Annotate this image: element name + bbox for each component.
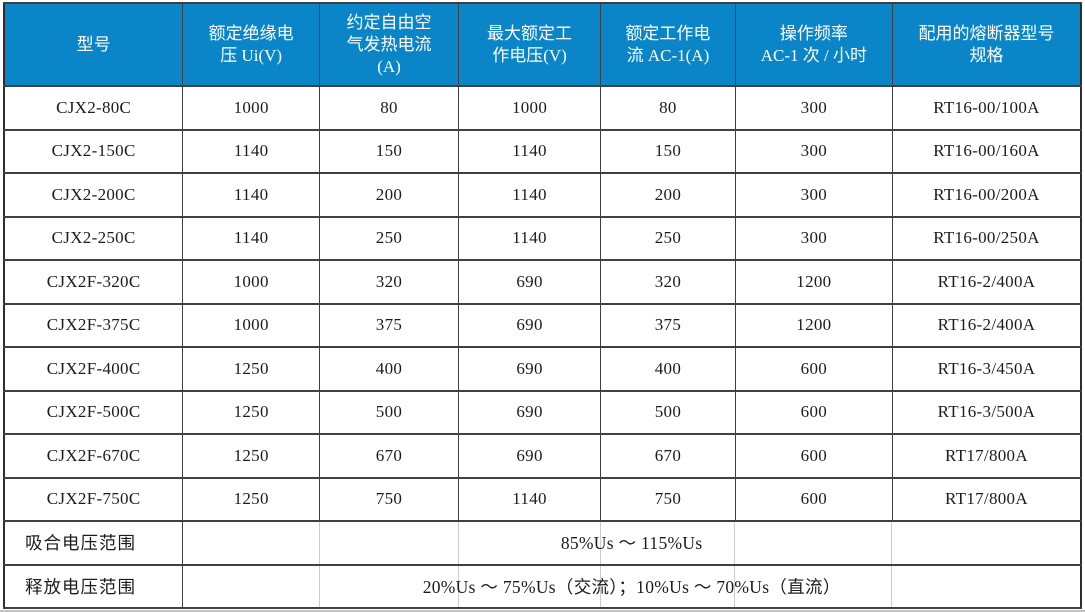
value-cell: 500 — [600, 389, 736, 435]
pickup-voltage-row: 吸合电压范围 85%Us ～ 115%Us — [3, 520, 1082, 566]
value-cell: 1250 — [182, 346, 321, 392]
table-row: CJX2-80C 1000 80 1000 80 300 RT16-00/100… — [3, 85, 1082, 131]
value-cell: 690 — [457, 302, 602, 348]
value-cell: 300 — [734, 128, 893, 174]
value-cell: 1140 — [182, 128, 321, 174]
table-row: CJX2F-500C 1250 500 690 500 600 RT16-3/5… — [3, 389, 1082, 435]
model-cell: CJX2F-750C — [3, 476, 184, 522]
table-row: CJX2F-400C 1250 400 690 400 600 RT16-3/4… — [3, 346, 1082, 392]
fuse-cell: RT17/800A — [891, 476, 1082, 522]
table-row: CJX2-150C 1140 150 1140 150 300 RT16-00/… — [3, 128, 1082, 174]
model-cell: CJX2F-375C — [3, 302, 184, 348]
value-cell: 375 — [600, 302, 736, 348]
value-cell: 320 — [319, 259, 459, 305]
column-header-rated-insulation-voltage: 额定绝缘电 压 Ui(V) — [182, 2, 321, 87]
value-cell: 400 — [319, 346, 459, 392]
column-header-max-rated-operating-voltage: 最大额定工 作电压(V) — [457, 2, 602, 87]
value-cell: 600 — [734, 433, 893, 479]
value-cell: 690 — [457, 389, 602, 435]
model-cell: CJX2F-670C — [3, 433, 184, 479]
value-cell: 1200 — [734, 259, 893, 305]
value-cell: 200 — [600, 172, 736, 218]
value-cell: 1200 — [734, 302, 893, 348]
value-cell: 80 — [319, 85, 459, 131]
value-cell: 1140 — [457, 172, 602, 218]
value-cell: 320 — [600, 259, 736, 305]
value-cell: 300 — [734, 215, 893, 261]
value-cell: 1140 — [457, 128, 602, 174]
model-cell: CJX2-80C — [3, 85, 184, 131]
model-cell: CJX2-250C — [3, 215, 184, 261]
value-cell: 250 — [600, 215, 736, 261]
value-cell: 1000 — [182, 85, 321, 131]
fuse-cell: RT16-3/450A — [891, 346, 1082, 392]
value-cell: 250 — [319, 215, 459, 261]
table-row: CJX2F-375C 1000 375 690 375 1200 RT16-2/… — [3, 302, 1082, 348]
value-cell: 1000 — [182, 302, 321, 348]
column-header-rated-operating-current: 额定工作电 流 AC-1(A) — [600, 2, 736, 87]
table-row: CJX2F-320C 1000 320 690 320 1200 RT16-2/… — [3, 259, 1082, 305]
fuse-cell: RT16-00/200A — [891, 172, 1082, 218]
model-cell: CJX2F-320C — [3, 259, 184, 305]
table-header-row: 型号 额定绝缘电 压 Ui(V) 约定自由空 气发热电流 (A) 最大额定工 作… — [3, 2, 1082, 87]
value-cell: 1140 — [182, 172, 321, 218]
release-voltage-row: 释放电压范围 20%Us ～ 75%Us（交流）；10%Us ～ 70%Us（直… — [3, 563, 1082, 609]
column-header-conventional-free-air-thermal-current: 约定自由空 气发热电流 (A) — [319, 2, 459, 87]
bottom-edge-band — [0, 610, 1085, 612]
value-cell: 1250 — [182, 389, 321, 435]
value-cell: 500 — [319, 389, 459, 435]
fuse-cell: RT16-00/250A — [891, 215, 1082, 261]
fuse-cell: RT16-2/400A — [891, 302, 1082, 348]
value-cell: 1250 — [182, 433, 321, 479]
value-cell: 1140 — [457, 476, 602, 522]
pickup-voltage-value: 85%Us ～ 115%Us — [182, 520, 1082, 566]
value-cell: 670 — [319, 433, 459, 479]
release-voltage-label: 释放电压范围 — [3, 563, 184, 609]
value-cell: 150 — [319, 128, 459, 174]
table-row: CJX2-250C 1140 250 1140 250 300 RT16-00/… — [3, 215, 1082, 261]
column-header-operating-frequency: 操作频率 AC-1 次 / 小时 — [734, 2, 893, 87]
value-cell: 1140 — [182, 215, 321, 261]
model-cell: CJX2-150C — [3, 128, 184, 174]
value-cell: 80 — [600, 85, 736, 131]
value-cell: 690 — [457, 346, 602, 392]
table-row: CJX2F-670C 1250 670 690 670 600 RT17/800… — [3, 433, 1082, 479]
fuse-cell: RT16-00/100A — [891, 85, 1082, 131]
value-cell: 1140 — [457, 215, 602, 261]
value-cell: 300 — [734, 85, 893, 131]
value-cell: 600 — [734, 346, 893, 392]
fuse-cell: RT16-00/160A — [891, 128, 1082, 174]
column-header-model: 型号 — [3, 2, 184, 87]
column-header-matching-fuse-spec: 配用的熔断器型号 规格 — [891, 2, 1082, 87]
table-row: CJX2F-750C 1250 750 1140 750 600 RT17/80… — [3, 476, 1082, 522]
contactor-spec-table: 型号 额定绝缘电 压 Ui(V) 约定自由空 气发热电流 (A) 最大额定工 作… — [3, 2, 1082, 609]
value-cell: 690 — [457, 433, 602, 479]
value-cell: 200 — [319, 172, 459, 218]
release-voltage-value: 20%Us ～ 75%Us（交流）；10%Us ～ 70%Us（直流） — [182, 563, 1082, 609]
fuse-cell: RT17/800A — [891, 433, 1082, 479]
value-cell: 375 — [319, 302, 459, 348]
pickup-voltage-label: 吸合电压范围 — [3, 520, 184, 566]
value-cell: 1000 — [457, 85, 602, 131]
model-cell: CJX2F-400C — [3, 346, 184, 392]
model-cell: CJX2F-500C — [3, 389, 184, 435]
value-cell: 750 — [319, 476, 459, 522]
value-cell: 670 — [600, 433, 736, 479]
value-cell: 1250 — [182, 476, 321, 522]
value-cell: 690 — [457, 259, 602, 305]
fuse-cell: RT16-3/500A — [891, 389, 1082, 435]
value-cell: 150 — [600, 128, 736, 174]
value-cell: 400 — [600, 346, 736, 392]
fuse-cell: RT16-2/400A — [891, 259, 1082, 305]
value-cell: 600 — [734, 476, 893, 522]
model-cell: CJX2-200C — [3, 172, 184, 218]
table-row: CJX2-200C 1140 200 1140 200 300 RT16-00/… — [3, 172, 1082, 218]
value-cell: 600 — [734, 389, 893, 435]
value-cell: 300 — [734, 172, 893, 218]
value-cell: 1000 — [182, 259, 321, 305]
value-cell: 750 — [600, 476, 736, 522]
